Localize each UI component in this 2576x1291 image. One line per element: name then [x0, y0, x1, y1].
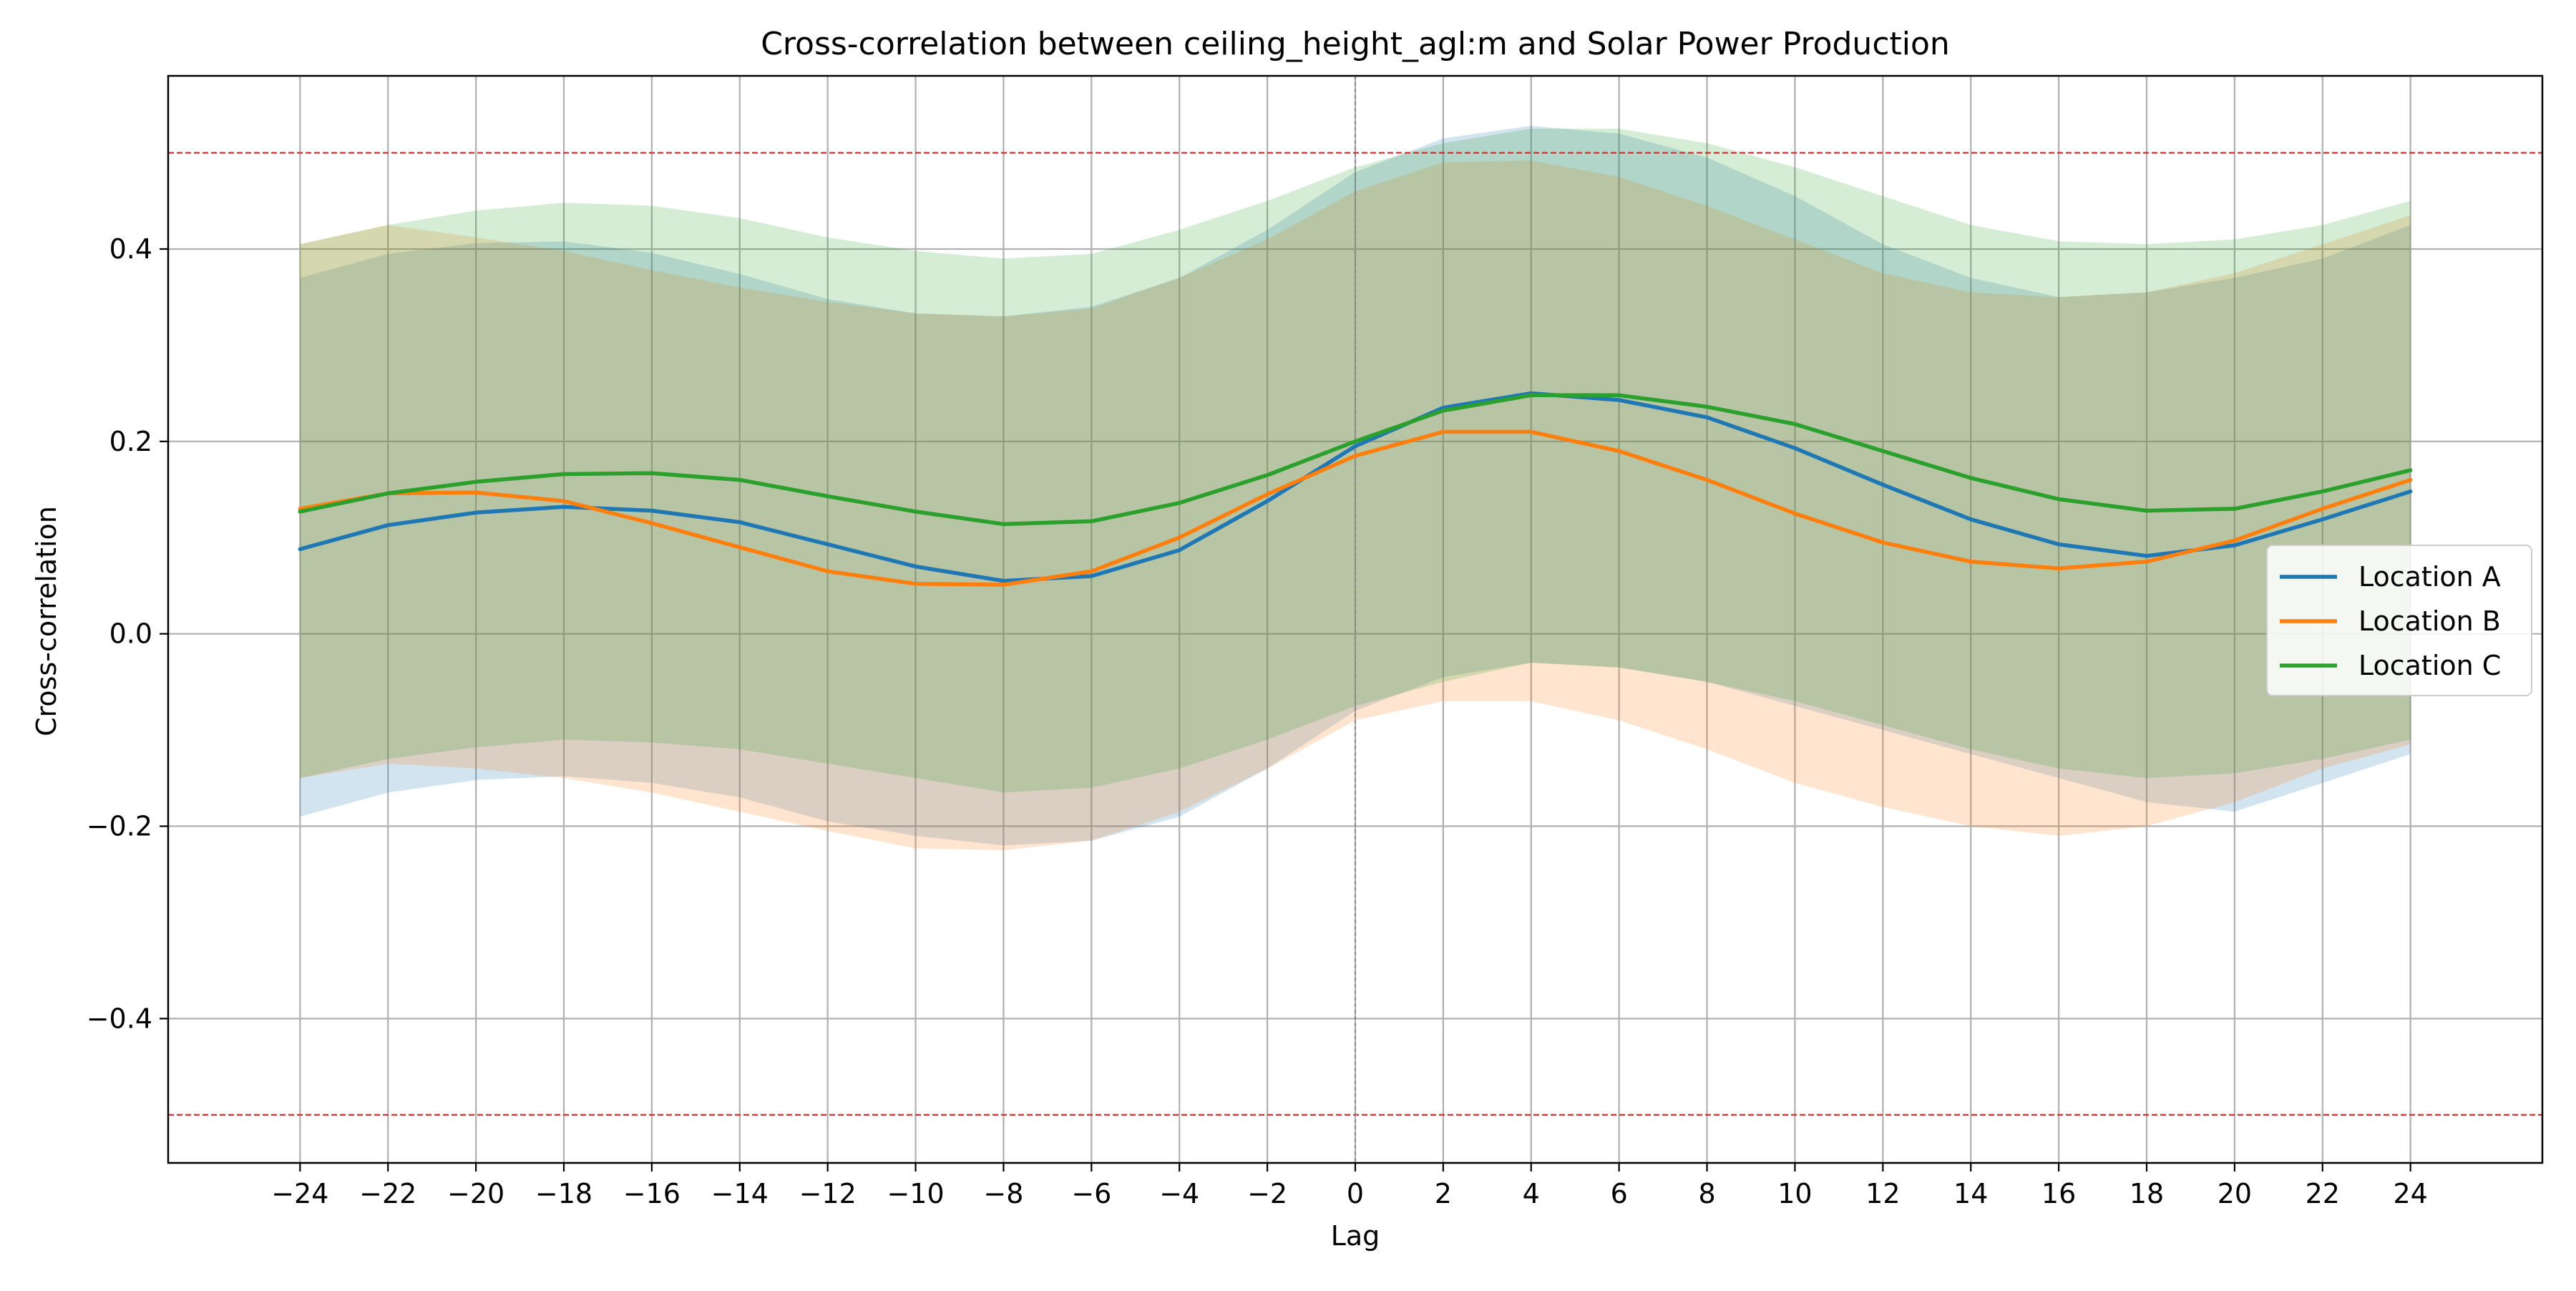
x-tick-label: 14: [1953, 1178, 1988, 1209]
legend-box: [2266, 545, 2532, 696]
y-axis-label: Cross-correlation: [31, 506, 62, 736]
y-tick-label: 0.0: [109, 618, 152, 650]
x-tick-label: 20: [2218, 1178, 2252, 1209]
x-tick-label: 8: [1698, 1178, 1715, 1209]
x-tick-label: −12: [799, 1178, 857, 1209]
confidence-band-1: [300, 125, 2411, 846]
y-tick-label: 0.2: [109, 426, 152, 457]
series-line-1: [298, 391, 2413, 583]
y-tick-label: −0.2: [87, 811, 152, 842]
chart-title: Cross-correlation between ceiling_height…: [761, 26, 1950, 62]
x-tick-label: 10: [1777, 1178, 1812, 1209]
x-tick-label: 12: [1865, 1178, 1900, 1209]
x-tick-label: 2: [1435, 1178, 1452, 1209]
legend-label: Location B: [2358, 605, 2501, 637]
x-tick-label: −20: [447, 1178, 504, 1209]
x-tick-label: −10: [887, 1178, 944, 1209]
x-tick-label: −18: [535, 1178, 592, 1209]
legend-label: Location C: [2358, 650, 2501, 681]
x-tick-label: 22: [2306, 1178, 2340, 1209]
y-tick-label: 0.4: [109, 233, 152, 265]
series-line-2: [298, 429, 2413, 587]
x-tick-label: −24: [271, 1178, 328, 1209]
x-tick-label: 16: [2041, 1178, 2076, 1209]
plot-area-group: [168, 76, 2542, 1163]
x-tick-label: 6: [1611, 1178, 1628, 1209]
x-tick-label: −16: [623, 1178, 680, 1209]
x-tick-label: −6: [1071, 1178, 1111, 1209]
x-tick-label: −14: [711, 1178, 769, 1209]
x-tick-label: −2: [1247, 1178, 1287, 1209]
x-tick-label: 0: [1347, 1178, 1364, 1209]
x-tick-label: 4: [1523, 1178, 1540, 1209]
confidence-band-3: [300, 128, 2411, 793]
x-tick-label: −4: [1159, 1178, 1199, 1209]
x-tick-label: −22: [359, 1178, 416, 1209]
confidence-band-2: [300, 160, 2411, 851]
y-tick-label: −0.4: [87, 1003, 152, 1034]
x-tick-label: 24: [2393, 1178, 2427, 1209]
legend-label: Location A: [2358, 561, 2501, 593]
series-line-3: [298, 393, 2413, 527]
x-tick-label: 18: [2129, 1178, 2164, 1209]
x-axis-label: Lag: [1331, 1220, 1380, 1252]
x-tick-label: −8: [983, 1178, 1023, 1209]
